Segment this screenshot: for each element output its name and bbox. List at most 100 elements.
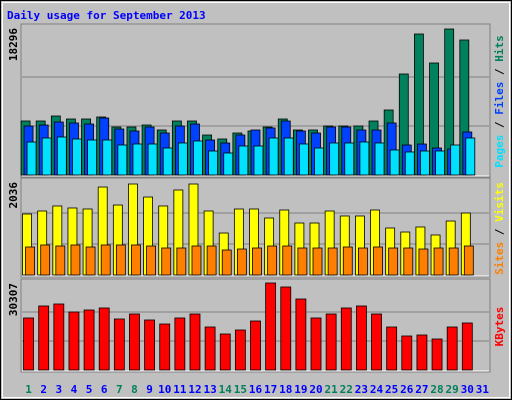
bar bbox=[129, 313, 140, 371]
x-tick-label: 27 bbox=[415, 383, 428, 396]
bar bbox=[374, 142, 385, 176]
x-tick-label: 16 bbox=[249, 383, 263, 396]
legend-separator: / bbox=[493, 121, 506, 128]
bar bbox=[40, 244, 51, 276]
legend: Pages / Files / Hits bbox=[493, 35, 506, 168]
bar bbox=[342, 246, 353, 276]
y-tick-label: 30307 bbox=[7, 283, 20, 316]
bar bbox=[146, 245, 156, 276]
bar bbox=[435, 150, 445, 176]
bar bbox=[113, 318, 125, 371]
bar bbox=[298, 143, 309, 176]
x-tick-label: 10 bbox=[158, 383, 171, 396]
bar bbox=[238, 145, 249, 176]
x-tick-label: 13 bbox=[203, 383, 216, 396]
bar bbox=[295, 298, 307, 371]
x-tick-label: 20 bbox=[309, 383, 322, 396]
bar bbox=[268, 137, 279, 176]
bar bbox=[204, 326, 216, 371]
bar bbox=[53, 303, 65, 371]
x-tick-label: 31 bbox=[476, 383, 490, 396]
bar bbox=[162, 147, 173, 176]
bar bbox=[404, 151, 415, 176]
bar bbox=[465, 137, 476, 176]
legend: Sites / Visits bbox=[493, 182, 506, 275]
bar bbox=[359, 141, 370, 176]
x-tick-label: 8 bbox=[131, 383, 138, 396]
x-tick-label: 5 bbox=[86, 383, 93, 396]
bar bbox=[327, 247, 338, 276]
bar bbox=[358, 247, 368, 276]
bar bbox=[174, 317, 186, 371]
bar bbox=[189, 313, 201, 371]
bar bbox=[208, 150, 219, 176]
legend-space bbox=[493, 128, 506, 135]
legend-entry: Visits bbox=[493, 182, 506, 222]
bar bbox=[312, 247, 323, 276]
x-tick-label: 22 bbox=[340, 383, 353, 396]
bar bbox=[221, 249, 232, 276]
bar bbox=[420, 150, 430, 176]
x-tick-label: 29 bbox=[446, 383, 459, 396]
bar bbox=[115, 244, 126, 276]
bar bbox=[219, 333, 231, 371]
x-tick-label: 25 bbox=[385, 383, 398, 396]
bar bbox=[431, 338, 443, 371]
x-tick-label: 6 bbox=[101, 383, 108, 396]
legend-entry: Pages bbox=[493, 135, 506, 168]
bar bbox=[401, 335, 413, 371]
bar bbox=[450, 144, 461, 176]
x-tick-label: 28 bbox=[430, 383, 443, 396]
bar bbox=[356, 305, 367, 371]
bar bbox=[23, 317, 34, 371]
bar bbox=[55, 245, 66, 276]
x-tick-label: 1 bbox=[25, 383, 32, 396]
legend-entry: Files bbox=[493, 82, 506, 115]
x-tick-label: 17 bbox=[264, 383, 277, 396]
x-tick-label: 4 bbox=[71, 383, 78, 396]
bar bbox=[206, 245, 217, 276]
x-tick-label: 24 bbox=[370, 383, 384, 396]
bar bbox=[329, 142, 340, 176]
y-tick-label: 18296 bbox=[7, 28, 20, 61]
bar bbox=[282, 245, 293, 276]
legend-separator: / bbox=[493, 68, 506, 75]
bar bbox=[117, 144, 128, 176]
legend-entry: Sites bbox=[493, 242, 506, 275]
x-tick-label: 2 bbox=[40, 383, 47, 396]
legend-entry: Hits bbox=[493, 35, 506, 62]
bar bbox=[131, 244, 141, 276]
bar bbox=[144, 319, 155, 371]
legend-separator: / bbox=[493, 228, 506, 235]
bar bbox=[25, 246, 35, 276]
bar bbox=[386, 326, 398, 371]
legend-space bbox=[493, 235, 506, 242]
bar bbox=[446, 326, 458, 371]
y-tick-label: 2036 bbox=[7, 182, 20, 209]
bar bbox=[267, 245, 278, 276]
bar bbox=[41, 137, 52, 176]
bar bbox=[100, 244, 111, 276]
x-tick-label: 19 bbox=[294, 383, 307, 396]
x-tick-label: 3 bbox=[56, 383, 63, 396]
bar bbox=[389, 149, 400, 176]
bar bbox=[193, 140, 203, 176]
bar bbox=[283, 137, 294, 176]
bar bbox=[461, 322, 473, 371]
bar bbox=[280, 286, 292, 371]
bar bbox=[388, 247, 399, 276]
x-tick-label: 12 bbox=[188, 383, 201, 396]
x-tick-label: 11 bbox=[173, 383, 187, 396]
bar bbox=[68, 311, 80, 371]
bar bbox=[38, 305, 50, 371]
bar bbox=[176, 247, 187, 276]
legend-space bbox=[493, 62, 506, 69]
bar bbox=[314, 147, 324, 176]
bar bbox=[161, 247, 172, 276]
legend-space bbox=[493, 222, 506, 229]
bar bbox=[147, 143, 158, 176]
legend-space bbox=[493, 75, 506, 82]
bar bbox=[252, 247, 262, 276]
bar bbox=[310, 317, 322, 371]
